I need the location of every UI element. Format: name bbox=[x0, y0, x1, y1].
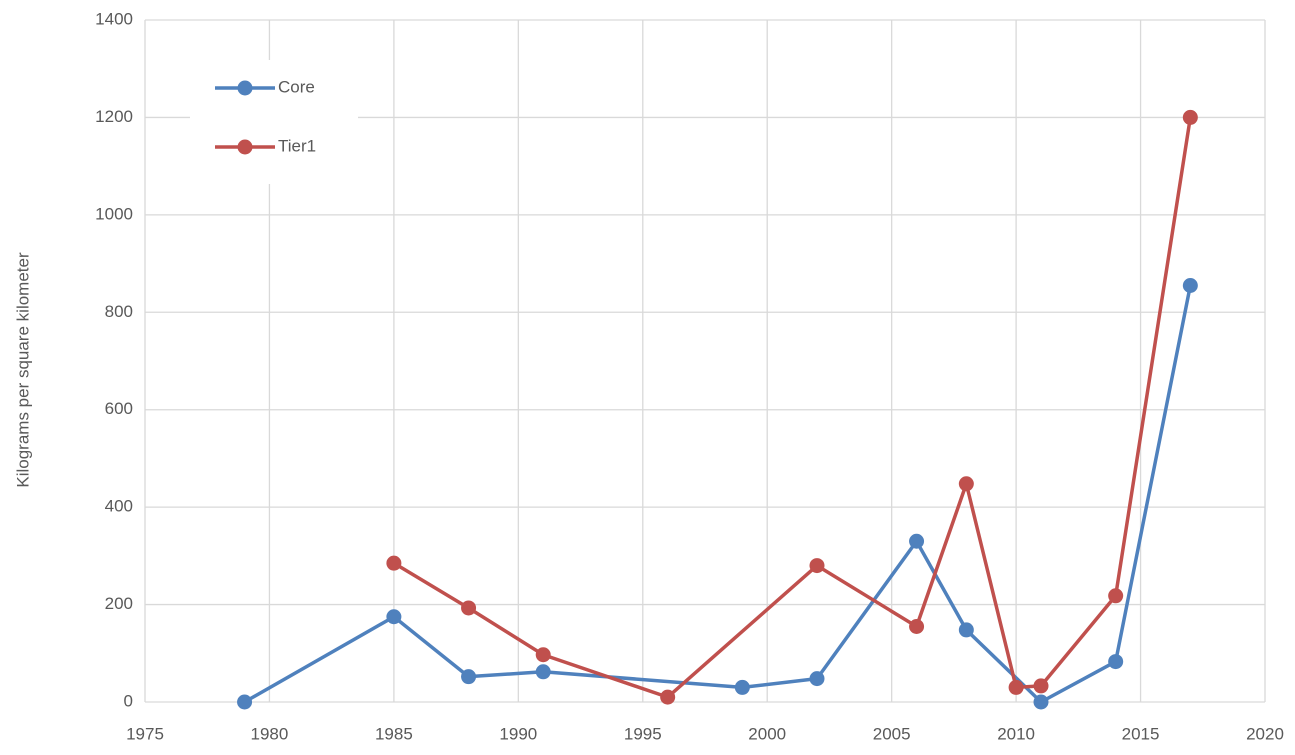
x-tick-label: 1980 bbox=[251, 724, 289, 743]
x-tick-label: 2005 bbox=[873, 724, 911, 743]
x-tick-label: 1990 bbox=[499, 724, 537, 743]
x-tick-label: 1985 bbox=[375, 724, 413, 743]
y-tick-label: 600 bbox=[105, 399, 133, 418]
point bbox=[535, 647, 551, 663]
y-tick-label: 1200 bbox=[95, 107, 133, 126]
y-tick-label: 400 bbox=[105, 497, 133, 516]
y-tick-label: 1000 bbox=[95, 204, 133, 223]
point bbox=[958, 622, 974, 638]
x-tick-label: 1995 bbox=[624, 724, 662, 743]
point bbox=[1108, 654, 1124, 670]
point bbox=[1182, 109, 1198, 125]
point bbox=[237, 694, 253, 710]
legend-box bbox=[190, 60, 358, 184]
point bbox=[909, 533, 925, 549]
legend-label: Tier1 bbox=[278, 136, 316, 155]
point bbox=[461, 669, 477, 685]
point bbox=[909, 618, 925, 634]
point bbox=[1108, 588, 1124, 604]
point bbox=[1033, 694, 1049, 710]
point bbox=[809, 671, 825, 687]
legend-label: Core bbox=[278, 77, 315, 96]
legend-marker bbox=[237, 139, 253, 155]
point bbox=[1008, 679, 1024, 695]
series-line bbox=[392, 117, 1193, 699]
point bbox=[386, 555, 402, 571]
point bbox=[660, 689, 676, 705]
legend-marker bbox=[237, 80, 253, 96]
point bbox=[1033, 678, 1049, 694]
point bbox=[958, 476, 974, 492]
x-tick-label: 2010 bbox=[997, 724, 1035, 743]
x-tick-label: 2000 bbox=[748, 724, 786, 743]
x-tick-label: 2015 bbox=[1122, 724, 1160, 743]
point bbox=[1182, 277, 1198, 293]
point bbox=[535, 664, 551, 680]
point bbox=[461, 600, 477, 616]
x-tick-label: 2020 bbox=[1246, 724, 1284, 743]
series-line bbox=[243, 285, 1193, 704]
point bbox=[809, 558, 825, 574]
point bbox=[734, 679, 750, 695]
y-axis-label: Kilograms per square kilometer bbox=[13, 252, 32, 488]
y-tick-label: 200 bbox=[105, 594, 133, 613]
point bbox=[386, 609, 402, 625]
y-tick-label: 800 bbox=[105, 302, 133, 321]
y-tick-label: 0 bbox=[124, 691, 133, 710]
x-tick-label: 1975 bbox=[126, 724, 164, 743]
y-tick-label: 1400 bbox=[95, 9, 133, 28]
